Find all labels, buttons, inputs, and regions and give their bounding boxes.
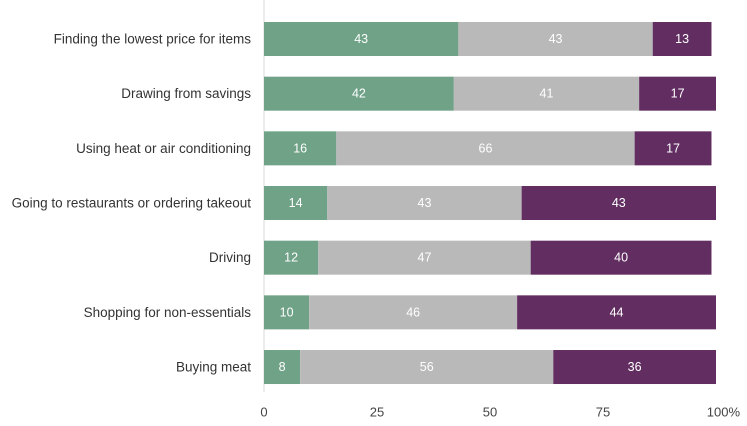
data-label: 12 [284,251,298,265]
bar-segment [264,186,328,221]
data-label: 13 [675,32,689,46]
bar-segment [652,22,712,56]
bar-segment [264,240,319,275]
bar-segment [453,76,640,111]
category-label: Finding the lowest price for items [54,32,252,47]
bar-segment [327,186,522,221]
bar-segment [634,131,712,166]
category-label: Buying meat [176,360,251,375]
data-label: 40 [614,251,628,265]
bar-segment [530,240,712,275]
x-axis-ticks-group: 0 25 50 75 100% [260,405,740,420]
x-tick-label: 25 [370,405,384,420]
data-label: 17 [671,87,685,101]
category-label: Using heat or air conditioning [76,141,251,156]
bar-segment [300,350,554,385]
data-label: 17 [666,141,680,155]
bar-segment [264,22,459,56]
category-labels-group: Finding the lowest price for items Drawin… [12,32,252,375]
data-label: 43 [354,32,368,46]
bars-group: 43 43 13 42 41 17 16 66 17 14 43 43 12 47 40 10 46 44 8 56 3… [264,22,716,385]
data-label: 8 [279,360,286,374]
category-label: Driving [209,250,251,265]
data-label: 66 [479,141,493,155]
data-label: 46 [406,305,420,319]
data-label: 47 [418,251,432,265]
bar-segment [264,76,454,111]
bar-segment [553,350,716,385]
bar-segment [264,131,337,166]
data-label: 41 [540,87,554,101]
bar-segment [264,350,301,385]
bar-segment [521,186,716,221]
data-label: 14 [289,196,303,210]
bar-segment [264,295,310,330]
data-label: 43 [612,196,626,210]
data-label: 56 [420,360,434,374]
x-tick-label: 0 [260,405,267,420]
x-tick-label: 50 [483,405,497,420]
x-tick-label: 100% [707,405,741,420]
category-label: Shopping for non-essentials [84,305,252,320]
bar-segment [458,22,653,56]
data-label: 10 [280,305,294,319]
data-label: 16 [293,141,307,155]
bar-segment [318,240,531,275]
category-label: Drawing from savings [121,86,251,101]
bar-segment [336,131,635,166]
data-label: 43 [549,32,563,46]
x-tick-label: 75 [596,405,610,420]
bar-segment [517,295,716,330]
data-label: 36 [628,360,642,374]
data-label: 42 [352,87,366,101]
bar-segment [309,295,518,330]
data-label: 43 [418,196,432,210]
category-label: Going to restaurants or ordering takeout [12,196,252,211]
data-label: 44 [610,305,624,319]
bar-segment [639,76,716,111]
